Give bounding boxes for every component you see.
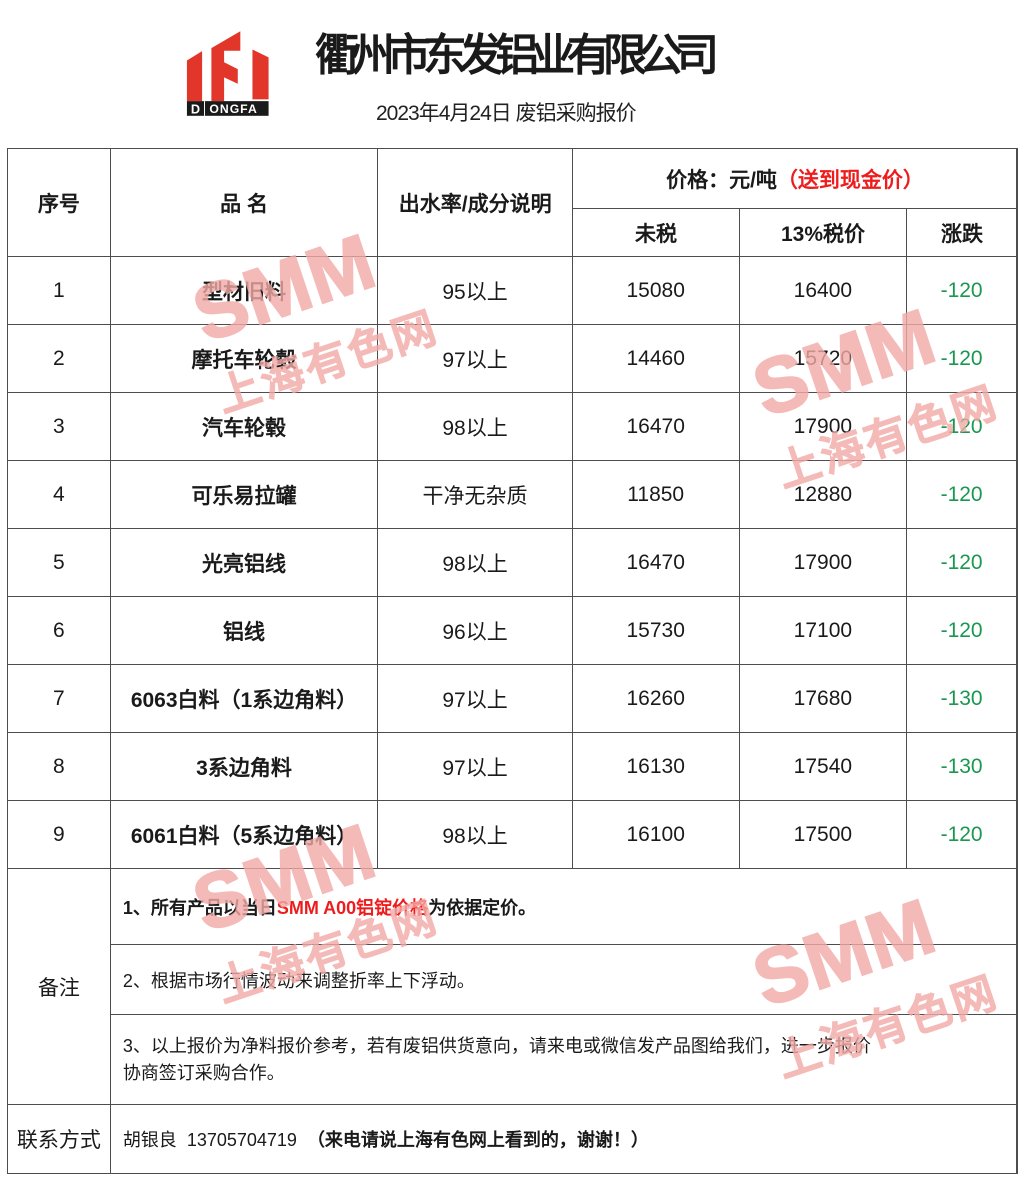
svg-text:ONGFA: ONGFA (209, 102, 257, 116)
svg-text:D: D (191, 102, 200, 116)
